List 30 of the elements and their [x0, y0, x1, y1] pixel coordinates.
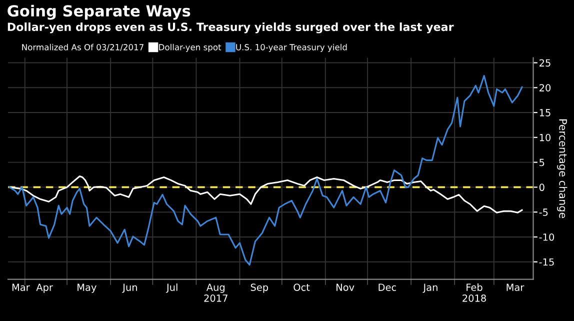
y-tick-label: 20 — [540, 84, 551, 92]
y-tick-label: 0 — [539, 184, 544, 192]
y-tick-label: -5 — [539, 208, 548, 216]
x-tick-label: Feb 2018 — [462, 283, 486, 302]
y-tick-label: -10 — [539, 233, 554, 241]
y-tick-label: -15 — [539, 258, 554, 266]
chart-subtitle: Dollar-yen drops even as U.S. Treasury yields surged over the last year — [8, 22, 454, 34]
chart-title: Going Separate Ways — [8, 4, 190, 20]
x-tick-label: Mar — [12, 284, 30, 291]
x-tick-label: Oct — [294, 284, 310, 291]
legend-label: U.S. 10-year Treasury yield — [236, 44, 347, 52]
y-axis-title: Percentage change — [557, 119, 568, 218]
x-tick-label: Nov — [336, 284, 354, 291]
x-tick-label: Aug 2017 — [204, 284, 228, 302]
x-tick-label: Jun — [122, 284, 137, 293]
y-tick-label: 25 — [540, 59, 550, 67]
x-tick-label: May — [78, 284, 96, 293]
y-tick-label: 15 — [540, 109, 550, 116]
x-tick-label: Jan — [422, 284, 438, 293]
x-tick-label: Sep — [250, 284, 268, 293]
x-tick-label: Apr — [36, 284, 53, 293]
y-tick-label: 10 — [540, 134, 551, 142]
legend-label: Dollar-yen spot — [159, 44, 222, 52]
legend-title: Normalized As Of 03/21/2017 — [22, 44, 144, 51]
line-series — [8, 175, 523, 214]
x-tick-label: Jul — [166, 283, 178, 293]
x-tick-label: Dec — [378, 284, 396, 291]
y-tick-label: 5 — [540, 158, 544, 166]
x-tick-label: Mar — [506, 284, 524, 291]
line-series — [8, 74, 523, 266]
